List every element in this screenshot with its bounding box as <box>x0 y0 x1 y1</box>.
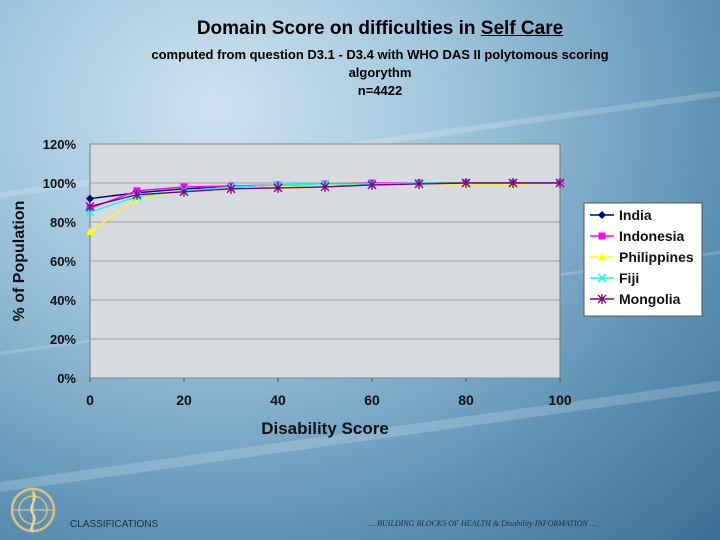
data-point-mongolia <box>367 179 377 190</box>
legend-label-fiji: Fiji <box>619 270 639 286</box>
legend-marker-india <box>598 211 606 219</box>
data-point-mongolia <box>273 182 283 193</box>
data-point-philippines <box>86 227 94 235</box>
subtitle-line-1: computed from question D3.1 - D3.4 with … <box>151 47 609 62</box>
title-underlined: Self Care <box>480 18 564 39</box>
x-tick-label: 40 <box>270 392 286 408</box>
legend-label-philippines: Philippines <box>619 249 694 265</box>
x-axis-label: Disability Score <box>261 419 389 438</box>
chart-title: Domain Score on difficulties in Self Car… <box>60 18 700 40</box>
data-point-mongolia <box>179 186 189 197</box>
chart-title-block: Domain Score on difficulties in Self Car… <box>60 18 700 100</box>
data-point-mongolia <box>320 181 330 192</box>
data-point-mongolia <box>461 178 471 188</box>
y-tick-label: 80% <box>50 215 76 230</box>
legend-marker-mongolia <box>597 294 607 304</box>
subtitle-line-3: n=4422 <box>357 83 403 98</box>
y-tick-label: 20% <box>50 332 76 347</box>
title-prefix: Domain Score on difficulties in <box>196 18 481 39</box>
legend-marker-philippines <box>598 253 606 261</box>
data-point-mongolia <box>226 183 236 194</box>
legend-marker-indonesia <box>598 232 606 240</box>
data-point-mongolia <box>555 178 565 188</box>
x-tick-label: 100 <box>548 392 572 408</box>
data-point-india <box>86 194 94 203</box>
legend-label-indonesia: Indonesia <box>619 228 685 244</box>
footer-tagline: … BUILDING BLOCKS OF HEALTH & Disability… <box>368 519 597 528</box>
x-tick-label: 80 <box>458 392 474 408</box>
y-tick-label: 0% <box>57 371 76 386</box>
legend-label-india: India <box>619 207 652 223</box>
y-axis-label: % of Population <box>11 201 28 322</box>
x-tick-label: 20 <box>176 392 192 408</box>
y-tick-label: 100% <box>43 176 77 191</box>
y-tick-label: 60% <box>50 254 76 269</box>
y-tick-label: 40% <box>50 293 76 308</box>
legend-label-mongolia: Mongolia <box>619 291 681 307</box>
x-tick-label: 0 <box>86 392 94 408</box>
data-point-mongolia <box>508 178 518 188</box>
y-tick-label: 120% <box>43 137 77 152</box>
data-point-mongolia <box>414 178 424 189</box>
chart-subtitle: computed from question D3.1 - D3.4 with … <box>60 46 700 100</box>
data-point-mongolia <box>85 201 95 212</box>
who-logo <box>10 487 56 533</box>
footer-classifications: CLASSIFICATIONS <box>70 519 159 530</box>
data-point-mongolia <box>132 189 142 200</box>
subtitle-line-2: algorythm <box>348 65 412 80</box>
x-tick-label: 60 <box>364 392 380 408</box>
legend-marker-fiji <box>597 273 607 283</box>
